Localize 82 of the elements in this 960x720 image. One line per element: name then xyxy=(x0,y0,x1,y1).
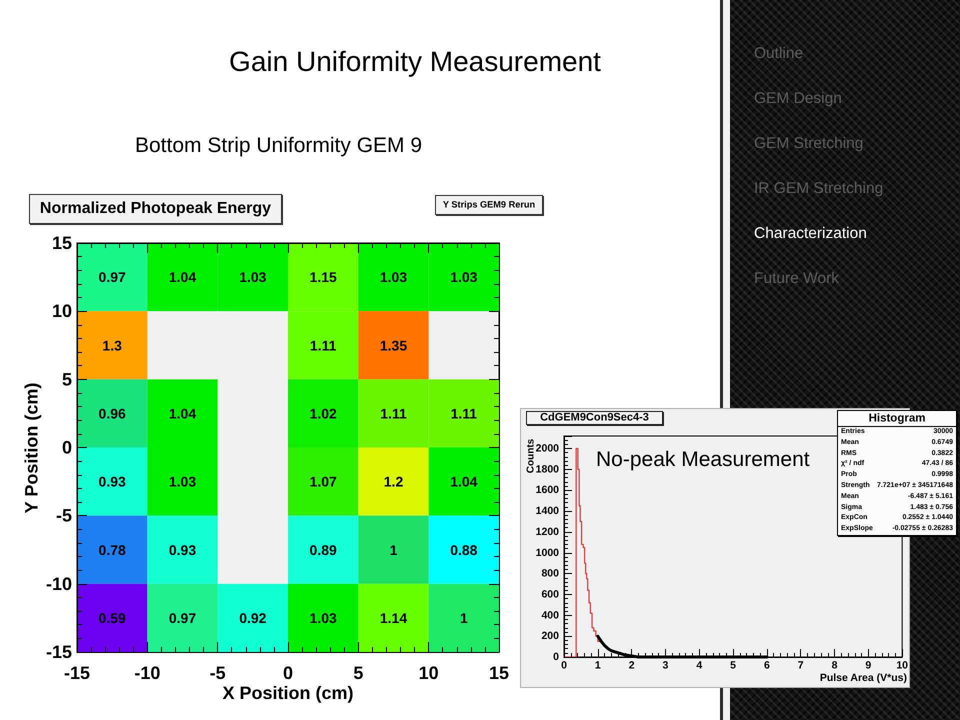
label-box: CdGEM9Con9Sec4-3 xyxy=(526,411,663,425)
data-label: 1.04 xyxy=(450,474,478,490)
y-tick-label: 800 xyxy=(541,568,560,580)
data-label: 1.14 xyxy=(380,610,408,626)
data-label: 1.15 xyxy=(310,269,338,286)
y-tick-label: 600 xyxy=(541,588,560,600)
y-axis-title: Y Position (cm) xyxy=(22,382,42,514)
x-tick-label: 15 xyxy=(488,663,510,683)
y-tick-label: 0 xyxy=(553,651,560,663)
data-label: 1.3 xyxy=(102,337,122,354)
y-tick-label: 1000 xyxy=(536,546,560,559)
y-tick-label: 1800 xyxy=(536,463,560,476)
x-tick-label: 10 xyxy=(896,660,908,672)
data-label: 1.2 xyxy=(384,474,404,490)
data-label: 0.88 xyxy=(450,542,478,558)
data-label: 1.11 xyxy=(380,405,407,422)
data-label: 0.89 xyxy=(310,542,338,558)
data-label: 1.03 xyxy=(380,269,408,286)
data-label: 1 xyxy=(460,610,468,626)
x-tick-label: 9 xyxy=(865,660,872,672)
x-tick-label: 3 xyxy=(662,660,669,672)
x-tick-label: 8 xyxy=(832,660,838,672)
data-label: 1.03 xyxy=(310,610,338,626)
text: Histogram xyxy=(868,412,926,424)
y-tick-label: 15 xyxy=(52,233,72,253)
data-label: 0.97 xyxy=(168,610,196,626)
x-tick-label: 6 xyxy=(764,660,770,672)
y-tick-label: 1400 xyxy=(536,505,560,518)
data-label: 1.03 xyxy=(450,269,478,286)
text: IR GEM Stretching xyxy=(754,180,884,198)
chart-subtitle: Bottom Strip Uniformity GEM 9 xyxy=(135,134,422,158)
text: Characterization xyxy=(754,225,867,243)
x-tick-label: 0 xyxy=(282,663,294,683)
y-tick-label: 400 xyxy=(541,609,560,622)
y-tick-label: 10 xyxy=(52,301,72,322)
y-tick-label: 2000 xyxy=(536,442,560,455)
data-label: 1.11 xyxy=(450,405,478,422)
x-tick-label: 7 xyxy=(798,660,804,672)
x-axis-title: X Position (cm) xyxy=(222,683,354,704)
y-tick-label: 200 xyxy=(541,630,560,642)
data-label: 1.03 xyxy=(168,474,196,490)
x-axis-title: Pulse Area (V*us) xyxy=(820,672,907,684)
data-label: 0.92 xyxy=(239,610,267,626)
data-label: 1.11 xyxy=(310,337,337,354)
x-tick-label: 1 xyxy=(594,660,601,672)
text: Future Work xyxy=(754,270,839,288)
x-tick-label: -10 xyxy=(134,663,160,683)
y-tick-label: 5 xyxy=(62,369,72,390)
data-label: 1.04 xyxy=(168,269,196,286)
annotation: No-peak Measurement xyxy=(596,448,810,472)
data-label: 0.97 xyxy=(98,269,126,286)
y-tick-label: -10 xyxy=(46,574,72,594)
x-tick-label: 2 xyxy=(628,660,635,672)
text: GEM Design xyxy=(754,90,842,108)
x-tick-label: 5 xyxy=(730,660,736,672)
data-label: 0.59 xyxy=(98,610,126,626)
data-label: 1.02 xyxy=(310,405,338,422)
x-tick-label: 4 xyxy=(696,660,702,672)
y-tick-label: -5 xyxy=(56,506,72,526)
data-label: 0.96 xyxy=(98,405,126,422)
data-label: 1.04 xyxy=(168,405,196,422)
y-axis-title: Counts xyxy=(525,438,536,474)
data-label: 1.07 xyxy=(310,474,338,490)
y-tick-label: 0 xyxy=(62,438,72,458)
y-tick-label: 1200 xyxy=(536,526,560,538)
chart-title: CdGEM9Con9Sec4-3 xyxy=(540,412,649,424)
y-tick-label: 1600 xyxy=(536,484,560,496)
data-label: 0.93 xyxy=(168,542,196,558)
text: GEM Stretching xyxy=(754,135,864,153)
data-label: 0.93 xyxy=(98,474,126,490)
label-box: Normalized Photopeak Energy xyxy=(29,194,282,224)
x-tick-label: -5 xyxy=(210,663,226,683)
data-label: 0.78 xyxy=(98,542,126,558)
x-tick-label: 5 xyxy=(353,663,364,683)
label-box: Y Strips GEM9 Rerun xyxy=(435,195,543,215)
x-tick-label: 10 xyxy=(418,663,439,683)
data-label: 1.03 xyxy=(239,269,267,286)
data-label: 1 xyxy=(390,542,398,558)
text: Outline xyxy=(754,45,804,63)
x-tick-label: 0 xyxy=(561,660,568,672)
data-label: 1.35 xyxy=(380,337,408,354)
chart-title: Gain Uniformity Measurement xyxy=(229,46,601,78)
